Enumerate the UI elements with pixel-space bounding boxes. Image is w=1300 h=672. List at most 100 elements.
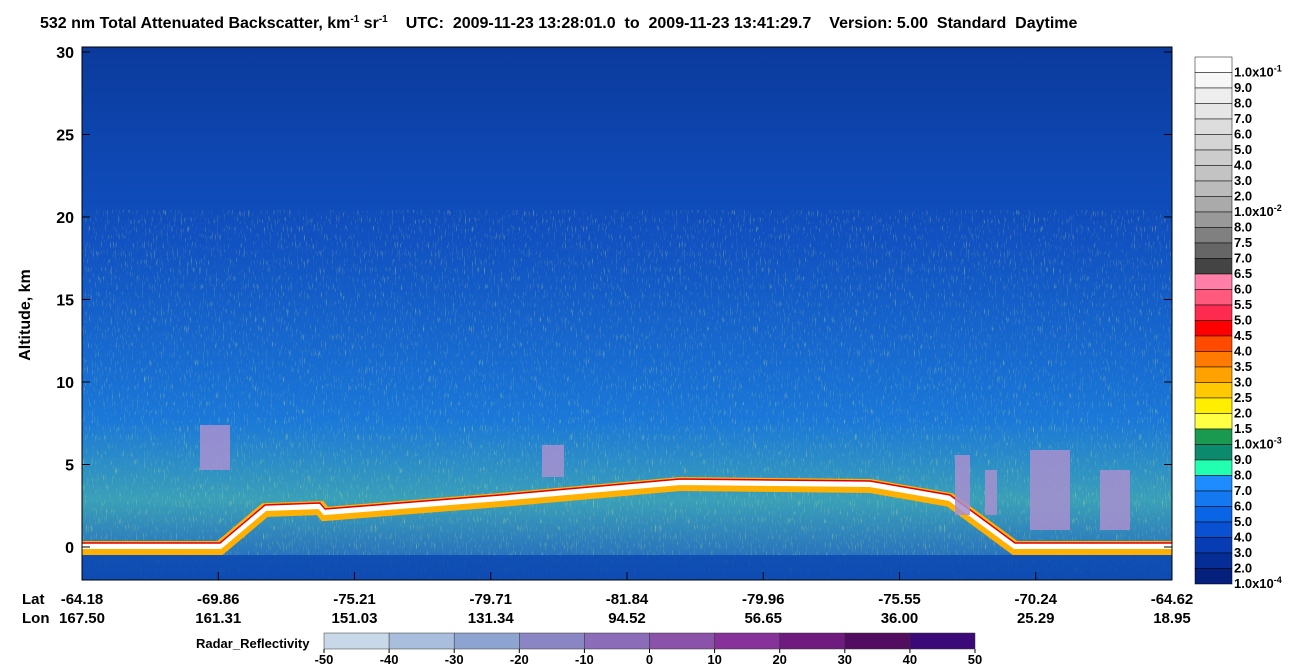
colorbar-swatch	[1194, 242, 1233, 259]
colorbar-label-text: 7.0	[1234, 483, 1252, 498]
colorbar-label: 6.0	[1234, 499, 1252, 514]
radar-tick-label: -30	[445, 652, 464, 667]
colorbar-swatch	[1194, 537, 1233, 554]
colorbar-swatch	[1194, 134, 1233, 151]
clouds	[200, 425, 1130, 530]
radar-tick-label: 40	[903, 652, 917, 667]
colorbar-label-text: 7.5	[1234, 235, 1252, 250]
colorbar-label-text: 6.0	[1234, 282, 1252, 297]
colorbar-label-text: 5.0	[1234, 142, 1252, 157]
colorbar-label: 2.0	[1234, 189, 1252, 204]
colorbar-label-text: 8.0	[1234, 220, 1252, 235]
colorbar-label: 5.0	[1234, 514, 1252, 529]
colorbar-label-text: 3.0	[1234, 545, 1252, 560]
colorbar-label-text: 1.5	[1234, 421, 1252, 436]
colorbar-swatch	[1194, 490, 1233, 507]
colorbar-label: 5.0	[1234, 313, 1252, 328]
colorbar-swatch	[1194, 103, 1233, 120]
colorbar-swatch	[1194, 118, 1233, 135]
colorbar-swatch	[1194, 211, 1233, 228]
colorbar-label-text: 6.5	[1234, 266, 1252, 281]
lon-value: 36.00	[881, 610, 919, 627]
radar-tick-label: -50	[315, 652, 334, 667]
colorbar-swatch	[1194, 289, 1233, 306]
lat-value: -75.55	[878, 591, 921, 608]
y-tick-label: 0	[65, 540, 74, 557]
colorbar-label-text: 6.0	[1234, 499, 1252, 514]
colorbar-swatch	[1194, 335, 1233, 352]
colorbar-label-text: 4.0	[1234, 530, 1252, 545]
lat-label: Lat	[22, 591, 45, 608]
chart-title: 532 nm Total Attenuated Backscatter, km-…	[40, 14, 1077, 32]
lat-value: -81.84	[606, 591, 649, 608]
colorbar-label-text: 8.0	[1234, 96, 1252, 111]
colorbar-label-text: 1.0x10	[1234, 65, 1274, 80]
colorbar-label-text: 3.0	[1234, 173, 1252, 188]
colorbar-label: 4.5	[1234, 328, 1252, 343]
colorbar-label: 7.0	[1234, 483, 1252, 498]
colorbar-swatch	[1194, 459, 1233, 476]
y-tick-label: 20	[56, 210, 74, 227]
colorbar-label: 2.0	[1234, 561, 1252, 576]
lon-value: 18.95	[1153, 610, 1191, 627]
colorbar-label: 9.0	[1234, 80, 1252, 95]
radar-tick-label: 0	[646, 652, 653, 667]
colorbar-label: 5.0	[1234, 142, 1252, 157]
colorbar-label: 1.0x10-1	[1234, 64, 1282, 80]
radar-label: Radar_Reflectivity	[196, 636, 310, 651]
y-tick-label: 30	[56, 45, 74, 62]
lat-value: -79.96	[742, 591, 785, 608]
title-sup: -1	[350, 14, 359, 25]
colorbar-label: 3.0	[1234, 375, 1252, 390]
colorbar-label: 8.0	[1234, 220, 1252, 235]
radar-swatch	[779, 632, 846, 650]
radar-swatch	[649, 632, 715, 650]
radar-tick-label: -40	[380, 652, 399, 667]
lat-value: -64.62	[1151, 591, 1194, 608]
colorbar-label: 1.5	[1234, 421, 1252, 436]
colorbar-label-text: 1.0x10	[1234, 437, 1274, 452]
colorbar-swatch	[1194, 304, 1233, 321]
curtain	[82, 47, 1172, 580]
colorbar-swatch	[1194, 413, 1233, 430]
colorbar-label-text: 5.5	[1234, 297, 1252, 312]
lon-value: 167.50	[59, 610, 105, 627]
radar-tick-label: 30	[838, 652, 852, 667]
colorbar-swatch	[1194, 227, 1233, 244]
colorbar-label: 6.0	[1234, 282, 1252, 297]
lon-value: 161.31	[195, 610, 241, 627]
y-tick-label: 5	[65, 457, 74, 474]
radar-tick-label: 10	[707, 652, 721, 667]
colorbar-swatch	[1194, 180, 1233, 197]
colorbar-label: 6.5	[1234, 266, 1252, 281]
title-mid: sr	[359, 15, 379, 32]
radar-tick-label: 20	[772, 652, 786, 667]
title-sup: -1	[379, 14, 388, 25]
y-tick-label: 15	[56, 292, 74, 309]
colorbar-label-text: 4.0	[1234, 158, 1252, 173]
title-version: Version: 5.00 Standard Daytime	[829, 15, 1077, 32]
colorbar-label-text: 2.0	[1234, 561, 1252, 576]
colorbar-label: 1.0x10-3	[1234, 436, 1282, 452]
radar-tick-label: -10	[575, 652, 594, 667]
title-utc: UTC: 2009-11-23 13:28:01.0 to 2009-11-23…	[406, 15, 812, 32]
radar-swatch	[453, 632, 520, 650]
lon-value: 56.65	[744, 610, 782, 627]
radar-swatch	[519, 632, 585, 650]
colorbar-swatch	[1194, 475, 1233, 492]
colorbar-label: 8.0	[1234, 468, 1252, 483]
colorbar-label-text: 2.0	[1234, 406, 1252, 421]
colorbar-swatch	[1194, 165, 1233, 182]
lon-value: 94.52	[608, 610, 646, 627]
colorbar-label: 5.5	[1234, 297, 1252, 312]
colorbar-label-text: 4.0	[1234, 344, 1252, 359]
colorbar-label-text: 5.0	[1234, 313, 1252, 328]
colorbar-label: 7.5	[1234, 235, 1252, 250]
colorbar-swatch	[1194, 258, 1233, 275]
colorbar-label-exp: -4	[1274, 575, 1282, 585]
colorbar-label: 4.0	[1234, 158, 1252, 173]
lat-value: -75.21	[333, 591, 376, 608]
colorbar-label-text: 3.5	[1234, 359, 1252, 374]
colorbar-label: 2.5	[1234, 390, 1252, 405]
